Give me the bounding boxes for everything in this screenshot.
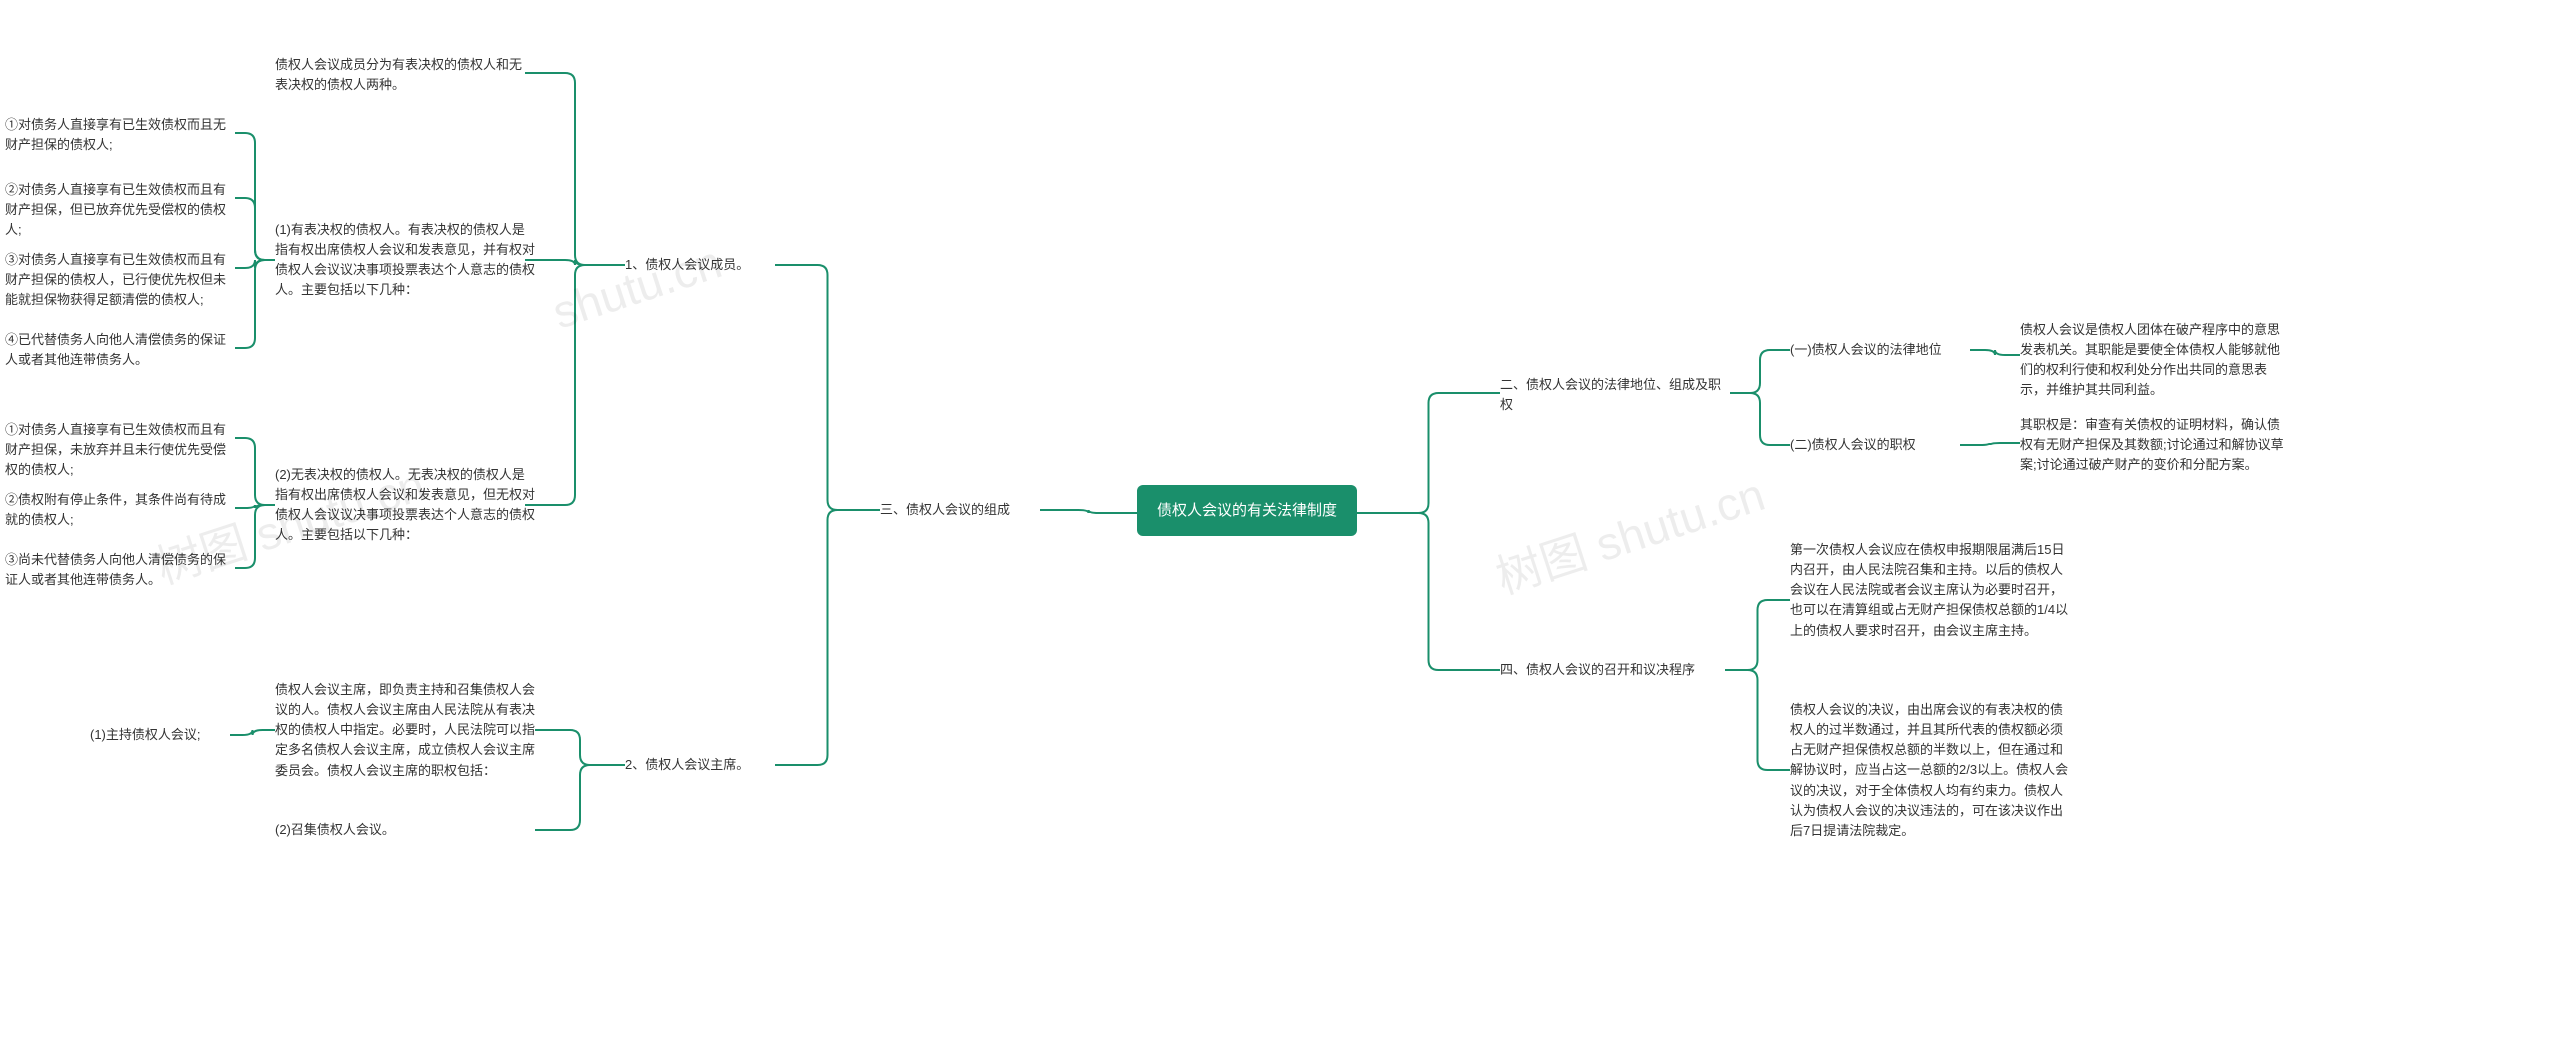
leaf: 第一次债权人会议应在债权申报期限届满后15日内召开，由人民法院召集和主持。以后的… [1790, 540, 2070, 641]
leaf: ②对债务人直接享有已生效债权而且有财产担保，但已放弃优先受偿权的债权人; [5, 180, 235, 240]
watermark: shutu.cn [546, 234, 728, 339]
leaf: 债权人会议的决议，由出席会议的有表决权的债权人的过半数通过，并且其所代表的债权额… [1790, 700, 2070, 841]
branch-2: 二、债权人会议的法律地位、组成及职权 [1500, 375, 1730, 415]
leaf: (1)主持债权人会议; [90, 725, 230, 745]
leaf: ①对债务人直接享有已生效债权而且有财产担保，未放弃并且未行使优先受偿权的债权人; [5, 420, 235, 480]
leaf: 债权人会议主席，即负责主持和召集债权人会议的人。债权人会议主席由人民法院从有表决… [275, 680, 535, 781]
branch-2-2: (二)债权人会议的职权 [1790, 435, 1960, 455]
leaf: (2)无表决权的债权人。无表决权的债权人是指有权出席债权人会议和发表意见，但无权… [275, 465, 535, 546]
leaf: ③对债务人直接享有已生效债权而且有财产担保的债权人，已行使优先权但未能就担保物获… [5, 250, 235, 310]
leaf: ③尚未代替债务人向他人清偿债务的保证人或者其他连带债务人。 [5, 550, 235, 590]
branch-4: 四、债权人会议的召开和议决程序 [1500, 660, 1725, 680]
leaf: (1)有表决权的债权人。有表决权的债权人是指有权出席债权人会议和发表意见，并有权… [275, 220, 535, 301]
leaf: 其职权是：审查有关债权的证明材料，确认债权有无财产担保及其数额;讨论通过和解协议… [2020, 415, 2290, 475]
branch-2-1: (一)债权人会议的法律地位 [1790, 340, 1970, 360]
leaf: ④已代替债务人向他人清偿债务的保证人或者其他连带债务人。 [5, 330, 235, 370]
watermark: 树图 shutu.cn [1487, 459, 1772, 608]
center-node: 债权人会议的有关法律制度 [1137, 485, 1357, 536]
branch-3-1: 1、债权人会议成员。 [625, 255, 775, 275]
leaf: (2)召集债权人会议。 [275, 820, 435, 840]
leaf: 债权人会议成员分为有表决权的债权人和无表决权的债权人两种。 [275, 55, 525, 95]
leaf: ①对债务人直接享有已生效债权而且无财产担保的债权人; [5, 115, 235, 155]
branch-3: 三、债权人会议的组成 [880, 500, 1040, 520]
branch-3-2: 2、债权人会议主席。 [625, 755, 775, 775]
leaf: ②债权附有停止条件，其条件尚有待成就的债权人; [5, 490, 235, 530]
leaf: 债权人会议是债权人团体在破产程序中的意思发表机关。其职能是要使全体债权人能够就他… [2020, 320, 2290, 401]
